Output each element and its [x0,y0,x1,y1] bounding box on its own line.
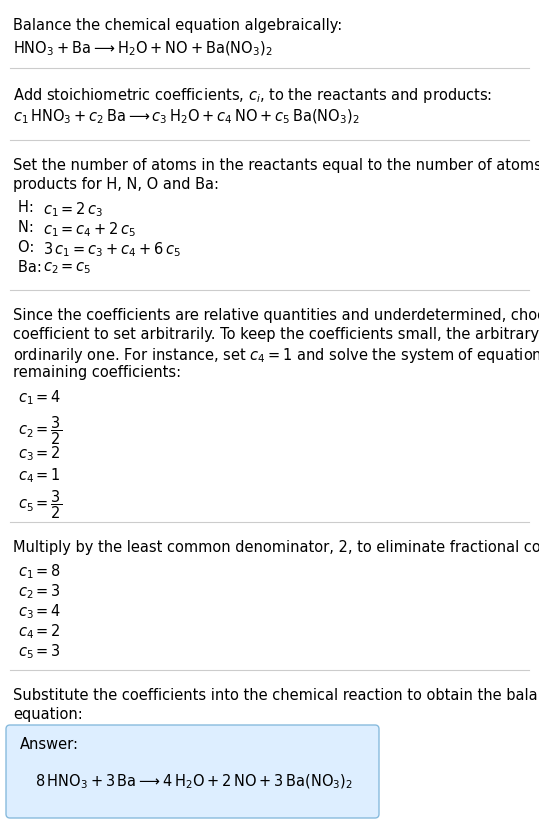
Text: $c_1 = 8$: $c_1 = 8$ [18,562,61,580]
Text: coefficient to set arbitrarily. To keep the coefficients small, the arbitrary va: coefficient to set arbitrarily. To keep … [13,327,539,342]
Text: Answer:: Answer: [20,737,79,752]
Text: remaining coefficients:: remaining coefficients: [13,365,181,380]
Text: $8\,\mathrm{HNO_3} + 3\,\mathrm{Ba} \longrightarrow 4\,\mathrm{H_2O} + 2\,\mathr: $8\,\mathrm{HNO_3} + 3\,\mathrm{Ba} \lon… [35,773,353,791]
Text: $c_3 = 2$: $c_3 = 2$ [18,444,61,463]
Text: Balance the chemical equation algebraically:: Balance the chemical equation algebraica… [13,18,342,33]
Text: $c_3 = 4$: $c_3 = 4$ [18,602,61,621]
Text: $c_2 = \dfrac{3}{2}$: $c_2 = \dfrac{3}{2}$ [18,414,63,446]
Text: $c_1 = c_4 + 2\,c_5$: $c_1 = c_4 + 2\,c_5$ [43,220,136,238]
Text: $3\,c_1 = c_3 + c_4 + 6\,c_5$: $3\,c_1 = c_3 + c_4 + 6\,c_5$ [43,240,181,259]
Text: $c_2 = 3$: $c_2 = 3$ [18,582,61,601]
Text: N:: N: [18,220,38,235]
FancyBboxPatch shape [6,725,379,818]
Text: $c_2 = c_5$: $c_2 = c_5$ [43,260,92,275]
Text: Ba:: Ba: [18,260,46,275]
Text: Since the coefficients are relative quantities and underdetermined, choose a: Since the coefficients are relative quan… [13,308,539,323]
Text: equation:: equation: [13,707,83,722]
Text: products for H, N, O and Ba:: products for H, N, O and Ba: [13,177,219,192]
Text: $c_1 = 4$: $c_1 = 4$ [18,388,61,407]
Text: $c_4 = 2$: $c_4 = 2$ [18,622,61,640]
Text: $c_5 = 3$: $c_5 = 3$ [18,642,61,661]
Text: $c_1\,\mathrm{HNO_3} + c_2\,\mathrm{Ba} \longrightarrow c_3\,\mathrm{H_2O} + c_4: $c_1\,\mathrm{HNO_3} + c_2\,\mathrm{Ba} … [13,108,360,127]
Text: $c_1 = 2\,c_3$: $c_1 = 2\,c_3$ [43,200,103,219]
Text: Add stoichiometric coefficients, $c_i$, to the reactants and products:: Add stoichiometric coefficients, $c_i$, … [13,86,492,105]
Text: $\mathrm{HNO_3 + Ba} \longrightarrow \mathrm{H_2O + NO + Ba(NO_3)_2}$: $\mathrm{HNO_3 + Ba} \longrightarrow \ma… [13,40,273,58]
Text: Substitute the coefficients into the chemical reaction to obtain the balanced: Substitute the coefficients into the che… [13,688,539,703]
Text: Set the number of atoms in the reactants equal to the number of atoms in the: Set the number of atoms in the reactants… [13,158,539,173]
Text: H:: H: [18,200,38,215]
Text: $c_5 = \dfrac{3}{2}$: $c_5 = \dfrac{3}{2}$ [18,488,63,520]
Text: Multiply by the least common denominator, 2, to eliminate fractional coefficient: Multiply by the least common denominator… [13,540,539,555]
Text: O:: O: [18,240,39,255]
Text: $c_4 = 1$: $c_4 = 1$ [18,466,61,485]
Text: ordinarily one. For instance, set $c_4 = 1$ and solve the system of equations fo: ordinarily one. For instance, set $c_4 =… [13,346,539,365]
